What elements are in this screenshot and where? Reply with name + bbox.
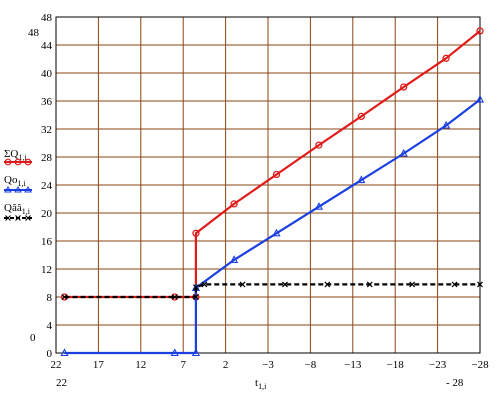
legend-marker-qaa [15,215,21,221]
grid [56,17,480,353]
y-tick-label: 24 [41,180,53,192]
series-point-1 [60,348,69,357]
series-line-1 [64,98,481,355]
y-tick-label: 4 [47,320,53,332]
y-tick-label: 40 [41,68,53,80]
series-point-2 [239,281,246,288]
legend-marker-sum-q [24,158,32,166]
legend-name-qaa: Qââ [4,202,22,214]
series-point-2 [171,294,178,300]
legend-label-qaa: Qââ1,i [4,202,31,216]
series-point-2 [61,294,68,300]
y-tick-label: 48 [41,12,53,24]
x-tick-label: 17 [93,359,105,371]
series-point-1 [357,175,366,184]
series-point-2 [192,294,199,300]
series-point-0 [230,200,238,208]
plot-frame [55,16,481,354]
x-min-label: 22 [56,377,67,389]
y-tick-label: 12 [41,264,52,276]
y-tick-label: 0 [47,348,53,360]
series-point-0 [442,54,450,62]
x-axis-label-main: t [255,377,258,389]
y-tick-label: 36 [41,96,53,108]
series-point-0 [192,229,200,237]
x-axis-label-subscript: 1,i [258,382,267,391]
x-tick-label: −3 [262,359,274,371]
series-point-2 [451,281,458,288]
x-tick-label: −13 [344,359,362,371]
series-point-1 [314,202,323,210]
legend-name-qo: Qo [4,174,18,186]
y-min-label: 0 [30,332,36,344]
y-tick-label: 28 [41,152,53,164]
series-point-1 [272,228,281,237]
series-point-0 [272,170,281,179]
x-tick-label: −23 [429,359,447,371]
series-point-2 [192,284,199,291]
series-point-0 [400,83,408,91]
series-point-2 [282,281,288,288]
legend-marker-sum-q [14,158,22,166]
series-point-2 [324,281,331,288]
x-tick-label: −8 [305,359,317,371]
y-tick-label: 32 [41,124,52,136]
legend-item-sum-q: ΣQ1,i [4,148,32,166]
series-point-1 [441,120,451,129]
legend-marker-qaa [25,215,31,221]
x-tick-label: 7 [180,359,186,371]
y-tick-label: 44 [41,40,53,52]
series-point-1 [399,148,408,157]
series-point-2 [409,281,416,288]
legend-sub-qaa: 1,i [22,207,31,216]
x-tick-label: −18 [387,359,405,371]
series-point-1 [191,348,201,357]
series-point-2 [477,281,483,288]
legend-marker-qaa [5,215,11,221]
x-tick-label: 12 [135,359,146,371]
y-tick-label: 16 [41,236,53,248]
series-point-1 [475,94,485,103]
x-axis-label: t1,i [255,377,267,391]
y-max-label: 48 [28,27,40,39]
legend-item-qaa: Qââ1,i [4,202,32,221]
series-point-2 [201,281,208,288]
x-tick-labels: 22 17 12 7 2 −3 −8 −13 −18 −23 −28 [51,359,490,371]
series-line-2 [64,283,480,299]
legend-sub-sum-q: 1,i [18,153,27,162]
legend-item-qo: Qo1,i [4,174,32,193]
x-tick-label: 22 [51,359,62,371]
y-tick-label: 20 [41,208,53,220]
series-line-0 [64,30,481,299]
y-tick-label: 8 [47,292,53,304]
series-point-1 [170,348,179,357]
x-tick-label: 2 [223,359,229,371]
series-point-0 [315,141,323,149]
series-group [60,27,485,357]
legend: ΣQ1,i Qo1,i Qââ1,i [4,148,32,221]
legend-marker-sum-q [4,158,12,166]
x-max-label: - 28 [446,377,464,389]
series-point-0 [357,112,365,121]
series-point-1 [229,255,239,263]
series-point-0 [476,27,484,35]
legend-marker-qo [24,186,32,193]
legend-label-qo: Qo1,i [4,174,26,188]
series-point-2 [366,281,373,288]
legend-name-sum-q: ΣQ [4,148,18,160]
legend-label-sum-q: ΣQ1,i [4,148,27,162]
x-tick-label: −28 [471,359,489,371]
legend-marker-qo [14,186,22,193]
legend-sub-qo: 1,i [17,179,26,188]
legend-marker-qo [4,186,12,193]
